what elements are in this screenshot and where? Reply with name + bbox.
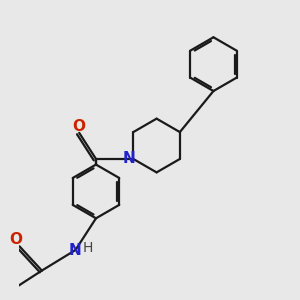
Text: O: O [9, 232, 22, 247]
Text: H: H [82, 241, 93, 255]
Text: O: O [73, 118, 86, 134]
Text: N: N [122, 152, 135, 166]
Text: N: N [69, 242, 82, 257]
